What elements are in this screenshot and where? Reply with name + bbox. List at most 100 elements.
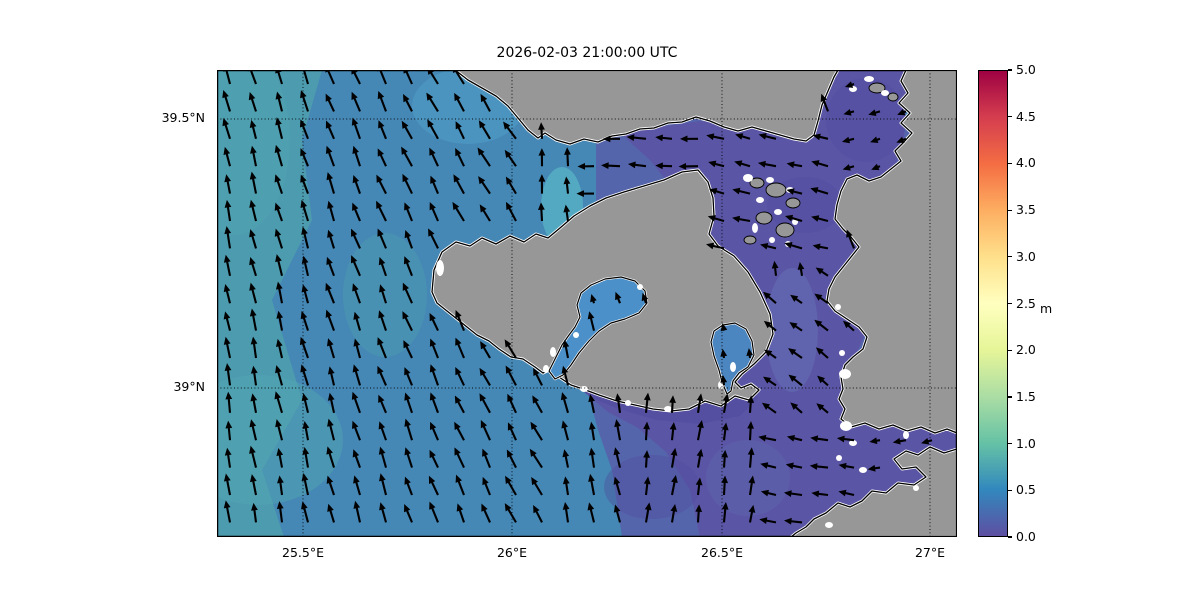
quiver-arrow xyxy=(352,364,362,386)
quiver-arrow xyxy=(404,229,413,249)
quiver-arrow xyxy=(352,283,361,304)
quiver-arrow xyxy=(378,421,387,441)
quiver-arrow xyxy=(352,420,361,441)
quiver-arrow xyxy=(788,348,803,359)
quiver-arrow xyxy=(250,365,258,386)
quiver-arrow xyxy=(250,145,258,167)
quiver-arrow xyxy=(302,446,310,468)
masked-cell-patch xyxy=(825,522,833,528)
quiver-arrow xyxy=(351,91,361,112)
quiver-arrow xyxy=(786,161,803,169)
quiver-arrow xyxy=(811,490,829,498)
x-tick-label: 25.5°E xyxy=(282,545,324,560)
quiver-arrow xyxy=(757,160,777,168)
quiver-arrow xyxy=(455,309,465,331)
quiver-arrow xyxy=(480,419,491,441)
quiver-arrow xyxy=(843,109,855,116)
quiver-arrow xyxy=(325,145,335,167)
masked-cell-patch xyxy=(835,304,841,310)
quiver-arrow xyxy=(326,338,336,359)
coastline-gera-gulf xyxy=(710,322,755,395)
colorbar-tick-label: 5.0 xyxy=(1016,62,1036,77)
quiver-arrow xyxy=(350,255,361,277)
quiver-arrow xyxy=(251,502,258,523)
quiver-arrow xyxy=(576,190,595,198)
quiver-arrow xyxy=(455,337,465,359)
quiver-arrow xyxy=(276,338,284,359)
colorbar-tick-label: 3.5 xyxy=(1016,202,1036,218)
colorbar xyxy=(978,70,1008,537)
x-tick-label: 26.5°E xyxy=(701,545,743,560)
quiver-arrow xyxy=(722,393,730,413)
colorbar-tick-label: 1.0 xyxy=(1016,435,1036,451)
quiver-arrow xyxy=(732,215,751,223)
quiver-arrow xyxy=(326,172,336,194)
quiver-arrow xyxy=(588,447,596,468)
quiver-arrow xyxy=(249,474,258,496)
quiver-arrow xyxy=(455,474,465,496)
quiver-arrow xyxy=(300,148,309,167)
quiver-arrow xyxy=(223,146,232,167)
quiver-arrow xyxy=(427,119,439,140)
quiver-arrow xyxy=(812,243,829,251)
quiver-arrow xyxy=(225,420,233,441)
masked-cell-patch xyxy=(756,197,764,203)
colorbar-unit-label: m xyxy=(1040,301,1053,316)
quiver-arrow xyxy=(735,133,751,140)
quiver-arrow xyxy=(478,120,491,140)
colorbar-tick-label: 0.5 xyxy=(1016,482,1036,498)
quiver-arrow xyxy=(300,364,310,386)
quiver-arrow xyxy=(670,503,678,523)
colorbar-tick xyxy=(1008,256,1012,258)
quiver-arrow xyxy=(429,421,439,441)
masked-cell-patch xyxy=(580,386,588,392)
sea-zone xyxy=(604,455,700,519)
quiver-arrow xyxy=(378,310,387,331)
quiver-arrow xyxy=(626,134,647,142)
colorbar-tick-label: 4.0 xyxy=(1016,155,1036,171)
masked-cell-patch xyxy=(839,350,845,356)
quiver-arrow xyxy=(274,174,283,194)
quiver-arrow xyxy=(477,147,491,167)
map-border xyxy=(216,69,958,538)
quiver-arrow xyxy=(810,187,829,195)
quiver-arrow xyxy=(378,120,387,140)
quiver-arrow xyxy=(790,294,803,305)
masked-cell-patch xyxy=(573,332,579,338)
quiver-arrow xyxy=(532,395,543,414)
quiver-arrow xyxy=(249,171,258,194)
quiver-arrow xyxy=(588,394,596,414)
quiver-arrow xyxy=(378,394,387,414)
quiver-arrow xyxy=(747,421,755,441)
quiver-arrow xyxy=(326,475,335,496)
quiver-arrow xyxy=(299,336,309,359)
quiver-arrow xyxy=(429,312,439,332)
quiver-arrow xyxy=(224,226,232,249)
quiver-arrow xyxy=(352,145,361,167)
quiver-arrow xyxy=(250,336,258,359)
coastline-turkey-north-coast xyxy=(454,69,839,145)
masked-cell-patch xyxy=(543,365,549,373)
quiver-arrow xyxy=(454,447,465,469)
quiver-arrow xyxy=(275,281,284,304)
quiver-arrow xyxy=(300,174,309,194)
quiver-arrow xyxy=(249,282,258,304)
sea-zone xyxy=(706,440,790,516)
quiver-arrow xyxy=(563,204,571,222)
quiver-arrow xyxy=(456,503,465,523)
quiver-arrow xyxy=(503,121,517,140)
quiver-arrow xyxy=(507,422,517,441)
quiver-arrow xyxy=(379,502,388,523)
quiver-arrow xyxy=(588,421,596,441)
quiver-arrow xyxy=(478,176,491,195)
islet xyxy=(755,211,773,225)
quiver-arrow xyxy=(747,447,755,468)
quiver-arrow xyxy=(404,476,413,496)
quiver-arrow xyxy=(533,367,543,386)
quiver-arrow xyxy=(613,504,622,523)
masked-cell-patch xyxy=(792,219,798,225)
quiver-arrow xyxy=(378,257,387,277)
quiver-arrow xyxy=(454,395,465,414)
quiver-arrow xyxy=(720,348,728,359)
colorbar-tick-label: 0.0 xyxy=(1016,529,1036,544)
